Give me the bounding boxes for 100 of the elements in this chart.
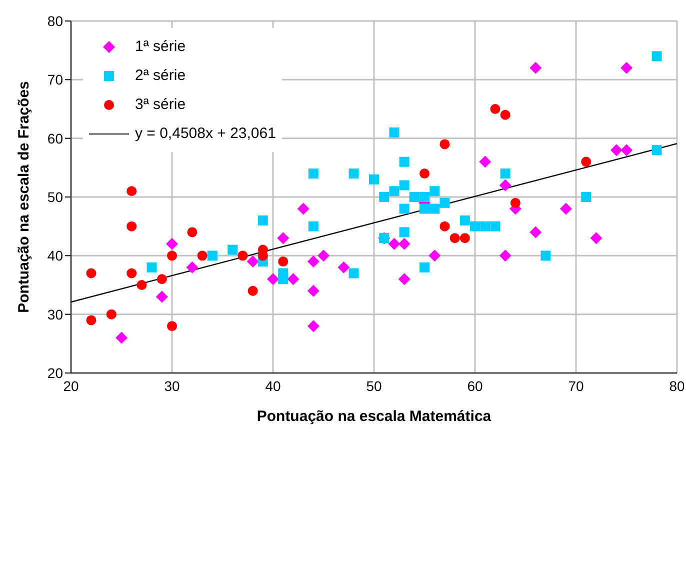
point <box>440 198 450 208</box>
point <box>420 168 430 179</box>
point <box>581 192 592 202</box>
x-tick-label: 60 <box>467 378 483 394</box>
point <box>297 202 310 215</box>
point <box>428 250 441 262</box>
point <box>479 156 492 168</box>
point <box>499 250 512 262</box>
point <box>460 233 470 244</box>
point <box>136 280 147 290</box>
point <box>167 250 177 261</box>
point <box>228 244 238 255</box>
point <box>530 62 542 74</box>
point <box>379 192 390 202</box>
point <box>398 273 410 286</box>
point <box>420 204 430 214</box>
point <box>186 261 198 274</box>
point <box>338 261 350 274</box>
legend-label: y = 0,4508x + 23,061 <box>135 125 276 142</box>
point <box>348 268 359 278</box>
legend-label: 2ª série <box>135 67 186 84</box>
point <box>490 104 500 114</box>
point <box>277 232 290 244</box>
point <box>126 221 137 232</box>
x-tick-label: 40 <box>265 378 281 394</box>
legend-label: 1ª série <box>135 38 186 55</box>
point <box>318 250 330 262</box>
point <box>156 290 168 303</box>
x-tick-label: 30 <box>164 378 180 394</box>
x-tick-label: 20 <box>63 378 79 394</box>
point <box>166 238 178 250</box>
point <box>308 168 318 179</box>
point <box>540 250 551 261</box>
point <box>430 204 440 214</box>
point <box>399 204 410 214</box>
x-tick-label: 70 <box>568 378 584 394</box>
point <box>652 145 662 156</box>
point <box>460 215 470 226</box>
point <box>197 250 208 261</box>
point <box>440 139 450 150</box>
point <box>399 180 410 190</box>
y-tick-label: 20 <box>47 364 64 381</box>
x-axis-title: Pontuação na escala Matemática <box>256 408 492 425</box>
point <box>590 232 602 244</box>
point <box>258 215 268 226</box>
point <box>308 221 318 232</box>
point <box>167 321 177 332</box>
x-tick-label: 50 <box>366 378 382 394</box>
point <box>278 256 288 267</box>
point <box>267 273 279 286</box>
point <box>560 202 572 215</box>
point <box>499 179 512 192</box>
y-tick-label: 40 <box>47 248 64 264</box>
point <box>620 62 632 74</box>
point <box>146 262 157 272</box>
point <box>287 273 300 286</box>
y-tick-label: 50 <box>47 188 64 205</box>
point <box>126 268 137 278</box>
point <box>389 127 400 138</box>
point <box>399 156 410 167</box>
point <box>187 227 198 238</box>
point <box>389 186 400 196</box>
y-tick-label: 70 <box>47 72 64 88</box>
point <box>420 262 430 272</box>
point <box>106 309 116 320</box>
point <box>620 144 632 156</box>
point <box>156 274 167 284</box>
point <box>348 168 359 179</box>
point <box>399 227 410 238</box>
y-axis-title: Pontuação na escala de Frações <box>15 81 32 313</box>
point <box>307 320 320 332</box>
point <box>307 284 320 297</box>
point <box>480 221 490 232</box>
point <box>369 174 379 184</box>
point <box>490 221 500 232</box>
point <box>440 221 450 232</box>
point <box>500 168 510 179</box>
point <box>530 226 542 238</box>
point <box>116 332 128 344</box>
point <box>500 110 510 120</box>
point <box>420 192 430 202</box>
point <box>278 274 288 284</box>
point <box>86 268 96 278</box>
point <box>126 186 137 196</box>
point <box>246 256 259 268</box>
point <box>450 233 460 244</box>
point <box>398 238 410 250</box>
y-tick-label: 30 <box>47 306 64 322</box>
point <box>652 51 662 62</box>
point <box>388 238 400 250</box>
point <box>409 192 420 202</box>
point <box>610 144 622 156</box>
point <box>470 221 480 232</box>
point <box>238 250 248 261</box>
point <box>510 198 520 208</box>
x-tick-label: 80 <box>669 378 685 394</box>
point <box>307 256 320 268</box>
point <box>248 286 258 296</box>
y-tick-label: 80 <box>47 12 64 29</box>
point <box>430 186 440 196</box>
